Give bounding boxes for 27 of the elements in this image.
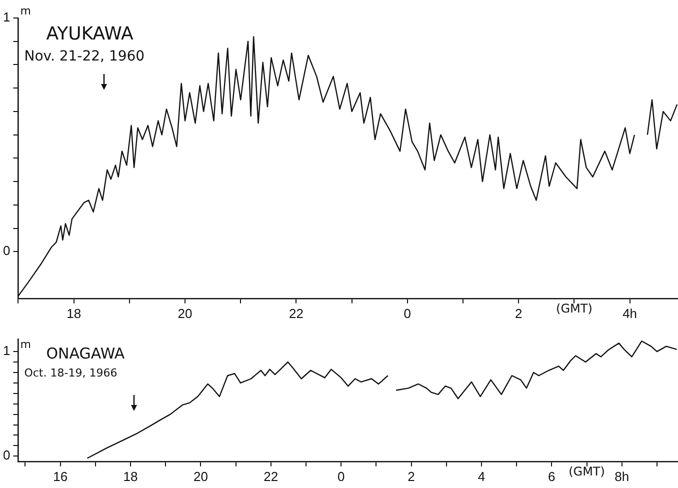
y-axis-title: m: [20, 4, 31, 18]
x-tick-label: 4h: [622, 306, 638, 321]
x-tick-label: 20: [193, 468, 208, 484]
x-tick-label: 22: [288, 306, 304, 321]
x-tick-label: 20: [178, 306, 192, 321]
x-tick-label: 22: [264, 468, 278, 484]
x-tick-label: 18: [123, 468, 138, 484]
text: (GMT): [568, 464, 605, 479]
y-tick-label: 1: [2, 343, 10, 358]
y-tick-label: 0: [2, 448, 10, 463]
chart-title: ONAGAWA: [46, 344, 126, 362]
chart-title: AYUKAWA: [46, 24, 134, 45]
y-tick-label: 0: [2, 243, 10, 258]
x-tick-label: 6: [548, 468, 556, 484]
x-tick-label: 18: [66, 306, 82, 321]
x-tick-label: 0: [337, 468, 345, 484]
text: Oct. 18-19, 1966: [24, 366, 118, 380]
x-tick-label: 16: [53, 468, 68, 484]
y-axis-title: m: [20, 338, 31, 351]
text: (GMT): [556, 302, 592, 316]
x-tick-label: 8h: [614, 468, 630, 484]
x-tick-label: 0: [404, 306, 412, 321]
x-tick-label: 4: [478, 468, 486, 484]
text: Nov. 21-22, 1960: [24, 48, 145, 65]
x-tick-label: 2: [515, 306, 522, 321]
x-tick-label: 2: [408, 468, 415, 484]
y-tick-label: 1: [2, 10, 10, 25]
